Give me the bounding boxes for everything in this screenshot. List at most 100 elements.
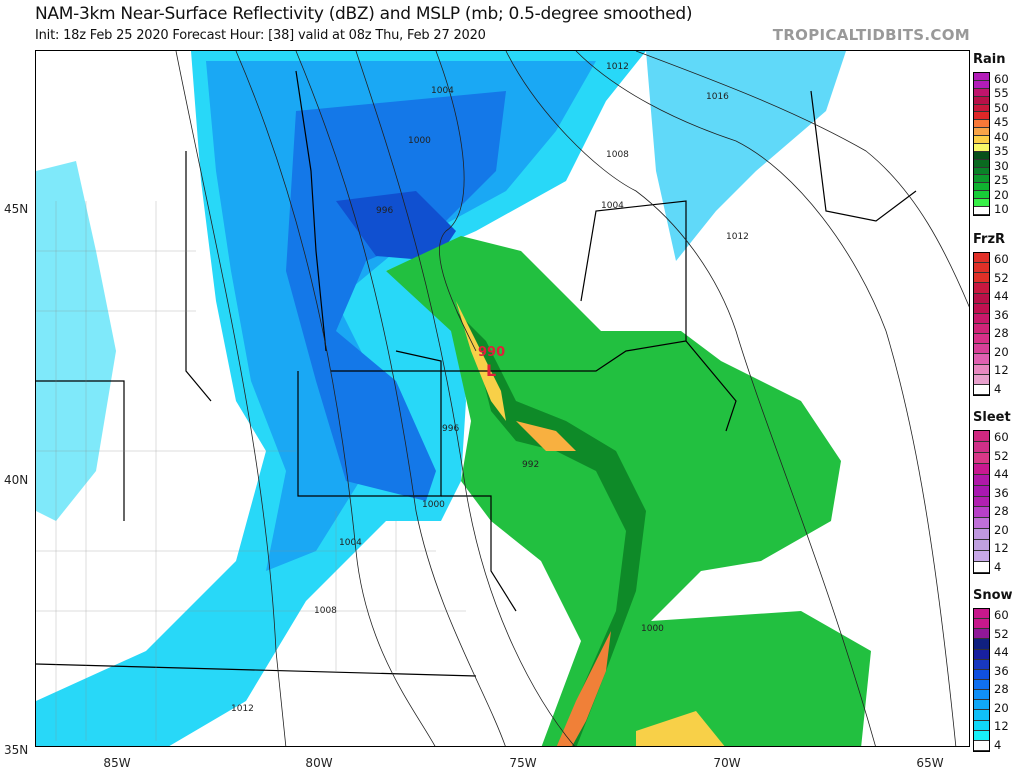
- legend-label: 30: [994, 158, 1009, 173]
- legend-label: 28: [994, 326, 1009, 341]
- legend-swatch: [974, 143, 989, 152]
- legend-label: 10: [994, 202, 1009, 216]
- legend-swatch: [974, 151, 989, 160]
- legend-swatch: [974, 669, 989, 680]
- legend-swatch: [974, 679, 989, 691]
- legend-label: 60: [994, 608, 1009, 622]
- legend-label: 60: [994, 72, 1009, 86]
- legend-label: 40: [994, 129, 1009, 144]
- isobar-label: 1008: [606, 150, 629, 160]
- legend-swatch: [974, 474, 989, 486]
- legend-swatch: [974, 344, 989, 355]
- legend-swatch: [974, 452, 989, 464]
- map-canvas: 1012 1004 1000 996 1016 1008 1004 1012 1…: [36, 51, 969, 746]
- legend-label: 20: [994, 700, 1009, 715]
- snow-legend: Snow 60 52 44 36 28 20 12 4: [973, 588, 1023, 756]
- legend-swatch: [974, 529, 989, 541]
- legend-swatch: [974, 354, 989, 365]
- isobar-label: 1012: [231, 704, 254, 714]
- legend-swatch: [974, 700, 989, 711]
- legend-swatch: [974, 199, 989, 207]
- legend-swatch: [974, 374, 989, 385]
- longitude-label: 75W: [509, 756, 537, 770]
- legend-swatch: [974, 551, 989, 563]
- legend-swatch: [974, 263, 989, 274]
- legend-swatch: [974, 273, 989, 284]
- rain-reflectivity: [386, 236, 871, 746]
- legend-swatch: [974, 562, 989, 573]
- sleet-legend: Sleet 60 52 44 36 28 20 12 4: [973, 410, 1023, 578]
- legend-label: 44: [994, 645, 1009, 660]
- isobar-label: 1004: [431, 86, 454, 96]
- longitude-label: 65W: [916, 756, 944, 770]
- legend-swatch: [974, 120, 989, 129]
- legend-swatch: [974, 128, 989, 136]
- legend-swatch: [974, 167, 989, 176]
- legend-label: 36: [994, 307, 1009, 322]
- legend-swatch: [974, 540, 989, 552]
- legend-swatch: [974, 80, 989, 89]
- legend-swatch: [974, 384, 989, 395]
- isobar-label: 1012: [606, 62, 629, 72]
- legend-swatch: [974, 659, 989, 670]
- isobar-label: 1012: [726, 232, 749, 242]
- legend-swatch: [974, 431, 989, 442]
- legend-title: Snow: [973, 588, 1013, 603]
- legend-swatch: [974, 619, 989, 630]
- legend-label: 36: [994, 485, 1009, 500]
- legend-label: 4: [994, 560, 1002, 574]
- legend-swatch: [974, 730, 989, 741]
- legend-colorbar: [973, 608, 990, 752]
- legend-swatch: [974, 136, 989, 144]
- isobar-label: 992: [522, 460, 539, 470]
- legend-label: 45: [994, 115, 1009, 130]
- latitude-label: 35N: [4, 743, 29, 757]
- county-borders: [36, 201, 466, 741]
- legend-label: 55: [994, 86, 1009, 101]
- legend-swatch: [974, 104, 989, 113]
- legend-swatch: [974, 518, 989, 530]
- legend-label: 44: [994, 467, 1009, 482]
- legend-colorbar: [973, 430, 990, 574]
- legend-label: 60: [994, 252, 1009, 266]
- legend-title: Rain: [973, 52, 1006, 67]
- legend-swatch: [974, 159, 989, 168]
- legend-swatch: [974, 313, 989, 324]
- legend-swatch: [974, 639, 989, 650]
- legend-label: 12: [994, 363, 1009, 378]
- legend-swatch: [974, 253, 989, 264]
- map-subtitle: Init: 18z Feb 25 2020 Forecast Hour: [38…: [35, 28, 486, 43]
- legend-label: 12: [994, 719, 1009, 734]
- isobar-label: 1008: [314, 606, 337, 616]
- legend-label: 52: [994, 270, 1009, 285]
- legend-swatch: [974, 334, 989, 345]
- rain-legend: Rain 60 55 50 45 40 35 30 25 20 10: [973, 52, 1023, 220]
- isobar-label: 1000: [408, 136, 431, 146]
- legend-swatch: [974, 364, 989, 375]
- legend-swatch: [974, 496, 989, 508]
- isobar-label: 1004: [601, 201, 624, 211]
- legend-label: 44: [994, 289, 1009, 304]
- legend-label: 20: [994, 344, 1009, 359]
- legend-label: 52: [994, 448, 1009, 463]
- legend-label: 4: [994, 738, 1002, 752]
- legend-swatch: [974, 293, 989, 304]
- legend-swatch: [974, 112, 989, 121]
- legend-swatch: [974, 323, 989, 335]
- legend-label: 25: [994, 173, 1009, 188]
- legend-swatch: [974, 191, 989, 199]
- longitude-label: 85W: [103, 756, 131, 770]
- legend-colorbar: [973, 252, 990, 396]
- longitude-label: 80W: [305, 756, 333, 770]
- legend-swatch: [974, 88, 989, 97]
- reflectivity-map: 1012 1004 1000 996 1016 1008 1004 1012 1…: [35, 50, 970, 747]
- legend-label: 4: [994, 382, 1002, 396]
- legend-swatch: [974, 441, 989, 453]
- legend-label: 36: [994, 663, 1009, 678]
- legend-swatch: [974, 485, 989, 497]
- legend-colorbar: [973, 72, 990, 216]
- legend-title: Sleet: [973, 410, 1011, 425]
- legend-label: 35: [994, 144, 1009, 159]
- latitude-label: 40N: [4, 473, 29, 487]
